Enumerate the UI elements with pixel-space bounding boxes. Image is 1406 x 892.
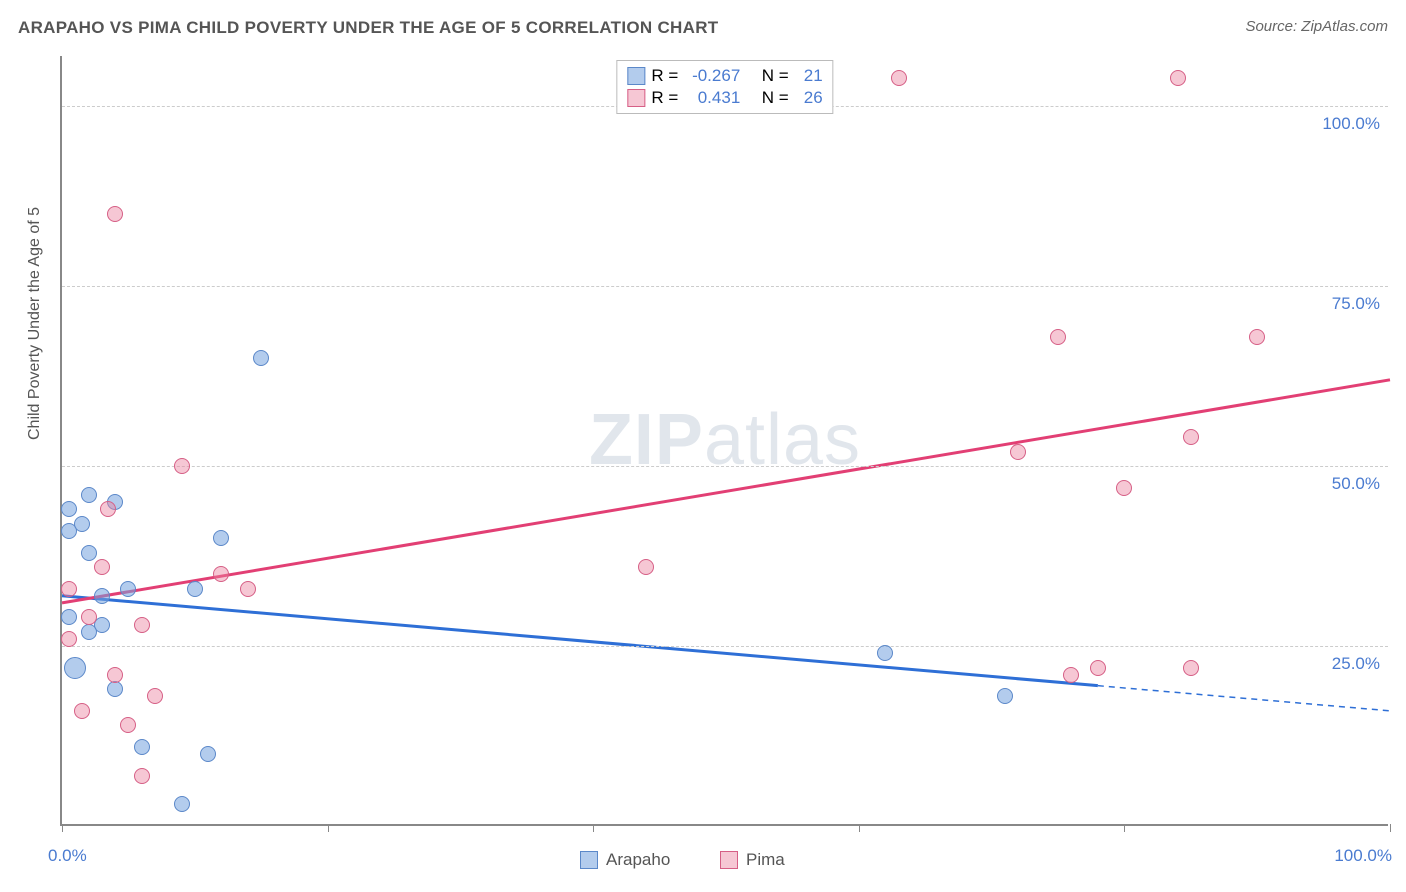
- gridline: [62, 646, 1388, 647]
- x-tick: [593, 824, 594, 832]
- x-tick: [62, 824, 63, 832]
- data-point: [240, 581, 256, 597]
- legend-pima: Pima: [720, 850, 785, 870]
- data-point: [81, 624, 97, 640]
- data-point: [1183, 660, 1199, 676]
- y-axis-label: Child Poverty Under the Age of 5: [26, 207, 44, 440]
- data-point: [107, 667, 123, 683]
- data-point: [997, 688, 1013, 704]
- data-point: [120, 717, 136, 733]
- data-point: [877, 645, 893, 661]
- data-point: [147, 688, 163, 704]
- y-tick-label: 50.0%: [1332, 474, 1380, 494]
- data-point: [134, 739, 150, 755]
- x-tick: [1390, 824, 1391, 832]
- stats-row-arapaho: R = -0.267 N = 21: [627, 65, 822, 87]
- data-point: [81, 545, 97, 561]
- gridline: [62, 466, 1388, 467]
- data-point: [1183, 429, 1199, 445]
- y-tick-label: 75.0%: [1332, 294, 1380, 314]
- data-point: [1249, 329, 1265, 345]
- data-point: [61, 501, 77, 517]
- data-point: [107, 206, 123, 222]
- data-point: [81, 609, 97, 625]
- data-point: [120, 581, 136, 597]
- data-point: [1010, 444, 1026, 460]
- data-point: [94, 559, 110, 575]
- data-point: [891, 70, 907, 86]
- source-attribution: Source: ZipAtlas.com: [1245, 18, 1388, 35]
- data-point: [638, 559, 654, 575]
- data-point: [213, 566, 229, 582]
- data-point: [107, 681, 123, 697]
- data-point: [94, 588, 110, 604]
- data-point: [74, 703, 90, 719]
- data-point: [74, 516, 90, 532]
- data-point: [100, 501, 116, 517]
- arapaho-legend-swatch-icon: [580, 851, 598, 869]
- y-tick-label: 100.0%: [1322, 114, 1380, 134]
- stats-legend: R = -0.267 N = 21 R = 0.431 N = 26: [616, 60, 833, 114]
- data-point: [174, 458, 190, 474]
- plot-area: ZIPatlas R = -0.267 N = 21 R = 0.431 N =…: [60, 56, 1388, 826]
- x-tick-right: 100.0%: [1334, 846, 1392, 866]
- data-point: [200, 746, 216, 762]
- data-point: [174, 796, 190, 812]
- legend-arapaho: Arapaho: [580, 850, 670, 870]
- data-point: [1050, 329, 1066, 345]
- trend-line: [1098, 686, 1390, 711]
- x-tick-left: 0.0%: [48, 846, 87, 866]
- stats-row-pima: R = 0.431 N = 26: [627, 87, 822, 109]
- gridline: [62, 286, 1388, 287]
- data-point: [61, 609, 77, 625]
- pima-legend-swatch-icon: [720, 851, 738, 869]
- trend-line: [62, 596, 1098, 686]
- trend-line: [62, 380, 1390, 603]
- data-point: [1116, 480, 1132, 496]
- data-point: [61, 581, 77, 597]
- data-point: [1090, 660, 1106, 676]
- arapaho-swatch-icon: [627, 67, 645, 85]
- x-tick: [1124, 824, 1125, 832]
- data-point: [253, 350, 269, 366]
- data-point: [134, 617, 150, 633]
- data-point: [61, 631, 77, 647]
- pima-swatch-icon: [627, 89, 645, 107]
- x-tick: [328, 824, 329, 832]
- data-point: [134, 768, 150, 784]
- data-point: [81, 487, 97, 503]
- y-tick-label: 25.0%: [1332, 654, 1380, 674]
- data-point: [1063, 667, 1079, 683]
- data-point: [1170, 70, 1186, 86]
- data-point: [187, 581, 203, 597]
- x-tick: [859, 824, 860, 832]
- chart-title: ARAPAHO VS PIMA CHILD POVERTY UNDER THE …: [18, 18, 718, 38]
- data-point: [64, 657, 86, 679]
- data-point: [213, 530, 229, 546]
